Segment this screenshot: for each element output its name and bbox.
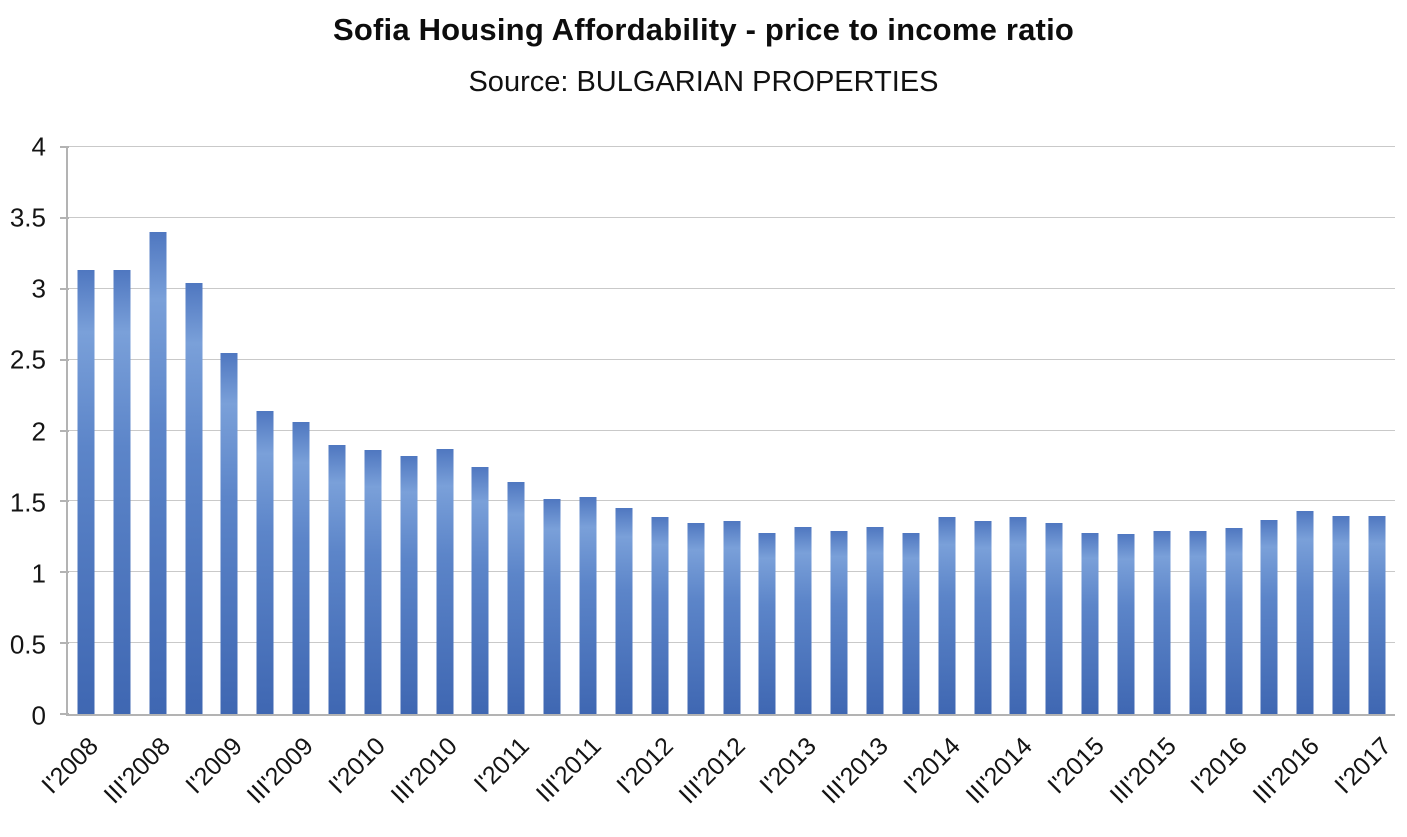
y-axis-tick	[60, 713, 69, 715]
bar	[364, 450, 382, 714]
x-axis-tick-label: III'2008	[98, 732, 176, 810]
x-axis-labels: I'2008 III'2008 I'2009 III'2009 I'2010 III'20…	[36, 722, 1397, 834]
bar	[687, 522, 705, 714]
x-axis-tick-label: I'2015	[1042, 732, 1110, 800]
x-axis-tick-label: III'2012	[673, 732, 751, 810]
gridline	[68, 429, 1395, 431]
bar	[651, 516, 669, 714]
bar	[1045, 522, 1063, 714]
x-axis-tick-label: I'2013	[754, 732, 823, 800]
bar	[436, 448, 454, 714]
x-axis-tick-label: III'2009	[242, 732, 320, 810]
y-axis-tick	[60, 642, 69, 645]
y-axis-tick	[60, 429, 69, 432]
x-axis-tick-label: III'2014	[960, 732, 1038, 810]
bar	[723, 521, 740, 714]
gridline	[68, 146, 1395, 147]
x-axis-tick-label: III'2013	[816, 732, 894, 810]
y-axis-tick-label: 0	[31, 700, 46, 731]
y-axis-tick	[60, 571, 69, 574]
bar	[794, 526, 812, 714]
bar	[543, 498, 561, 714]
bar	[113, 270, 131, 714]
x-axis-tick-label: I'2008	[36, 732, 104, 800]
bar	[758, 532, 776, 714]
x-axis-tick-label: I'2017	[1329, 732, 1397, 800]
x-axis-tick-label: III'2010	[385, 732, 463, 810]
bar	[1009, 516, 1027, 714]
bar	[902, 532, 920, 714]
y-axis-tick	[60, 500, 69, 503]
x-axis-tick-label: III'2016	[1247, 732, 1325, 810]
bar	[149, 232, 167, 714]
bar	[938, 516, 956, 714]
bar	[1117, 533, 1135, 714]
gridline	[68, 358, 1395, 360]
y-axis-tick-label: 4	[31, 131, 46, 162]
bar	[400, 456, 418, 714]
bar	[1260, 519, 1278, 714]
bar	[220, 352, 238, 714]
y-axis-tick-label: 3	[31, 273, 46, 304]
y-axis-tick-label: 2	[31, 416, 46, 446]
x-axis-tick-label: I'2016	[1185, 732, 1254, 800]
bar	[507, 481, 525, 714]
x-axis-tick-label: I'2009	[180, 732, 248, 800]
x-axis-tick-label: I'2011	[468, 732, 535, 799]
bar	[1081, 532, 1099, 714]
bar	[185, 283, 203, 714]
y-axis-tick-label: 2.5	[9, 344, 46, 375]
bar	[1153, 531, 1171, 714]
y-axis-tick-label: 1	[31, 558, 46, 589]
gridline	[68, 500, 1395, 502]
bar	[1296, 511, 1314, 714]
x-axis-tick-label: I'2014	[898, 732, 966, 800]
gridline	[68, 216, 1395, 218]
y-axis-tick	[60, 287, 69, 290]
bar	[292, 422, 310, 714]
y-axis-tick	[60, 216, 69, 219]
gridline	[68, 287, 1395, 289]
chart-subtitle: Source: BULGARIAN PROPERTIES	[468, 66, 939, 98]
chart-title: Sofia Housing Affordability - price to i…	[332, 12, 1075, 47]
bar	[974, 521, 992, 714]
bar	[328, 444, 346, 714]
bar	[471, 467, 489, 714]
bar	[1189, 531, 1207, 714]
y-axis-tick-label: 0.5	[9, 629, 46, 660]
bar	[1225, 528, 1243, 714]
bar	[615, 508, 633, 714]
y-axis-tick-label: 1.5	[9, 487, 46, 518]
y-axis-tick	[60, 358, 69, 361]
y-axis-tick-label: 3.5	[9, 202, 46, 233]
x-axis-tick-label: III'2015	[1104, 732, 1182, 810]
bar	[256, 410, 274, 714]
bar	[579, 497, 597, 714]
x-axis-tick-label: I'2010	[323, 732, 392, 800]
x-axis-tick-label: III'2011	[530, 732, 607, 808]
plot-area	[60, 146, 1395, 716]
bar	[830, 531, 848, 714]
y-axis-labels: 0 0.5 1 1.5 2 2.5 3 3.5 4	[0, 132, 58, 731]
bar	[1368, 515, 1386, 714]
y-axis-tick	[60, 146, 69, 148]
bar	[77, 270, 95, 714]
bar	[1332, 515, 1350, 714]
x-axis-tick-label: I'2012	[611, 732, 679, 800]
bar	[866, 526, 884, 714]
